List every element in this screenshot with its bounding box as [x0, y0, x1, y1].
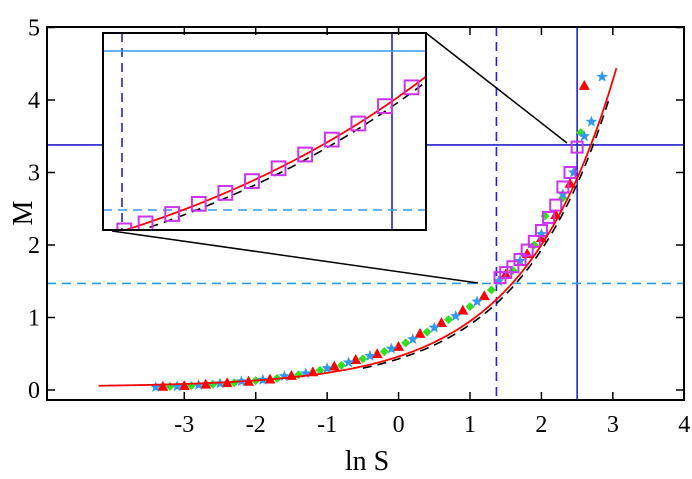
data-point-star-22 — [585, 115, 598, 127]
axes-frame — [46, 26, 685, 401]
inset-square-point-6 — [270, 160, 287, 177]
x-axis-ticks: -3 -2 -1 0 1 2 3 4 — [174, 27, 690, 438]
data-point-square-5 — [527, 234, 541, 248]
data-point-star-19 — [557, 188, 569, 200]
inset-square-point-3 — [190, 195, 207, 212]
data-point-star-8 — [321, 362, 333, 374]
x-tick-label-6: 3 — [607, 412, 619, 438]
data-point-diamond-15 — [486, 285, 496, 295]
y-axis-ticks: 0 1 2 3 4 5 — [28, 16, 684, 404]
data-point-star-16 — [492, 275, 505, 287]
data-point-triangle-20 — [564, 177, 576, 188]
data-point-star-13 — [428, 321, 440, 333]
dashed-curve — [362, 98, 611, 369]
data-point-diamond-14 — [465, 302, 475, 312]
y-tick-label-4: 4 — [28, 88, 40, 114]
data-point-square-7 — [542, 210, 556, 224]
inset-connector-bottom — [111, 230, 479, 284]
x-tick-label-3: 0 — [393, 412, 405, 438]
data-point-diamond-3 — [229, 378, 239, 388]
data-point-diamond-9 — [358, 354, 368, 364]
inset-background — [103, 33, 426, 230]
inset-connector-top — [425, 32, 568, 144]
x-tick-label-7: 4 — [678, 412, 690, 438]
data-point-square-6 — [534, 224, 548, 237]
data-point-diamond-13 — [444, 315, 454, 325]
inset-square-point-1 — [137, 215, 154, 230]
inset-panel — [102, 32, 427, 231]
x-tick-label-4: 1 — [464, 412, 476, 438]
data-point-star-15 — [471, 295, 483, 307]
data-point-diamond-8 — [336, 360, 346, 370]
x-tick-label-1: -2 — [246, 412, 266, 438]
data-point-triangle-13 — [435, 317, 447, 327]
x-tick-label-5: 2 — [535, 412, 547, 438]
data-point-star-21 — [578, 130, 590, 142]
data-point-diamond-12 — [422, 327, 432, 337]
y-tick-label-2: 2 — [28, 233, 40, 259]
inset-square-point-9 — [350, 115, 367, 132]
data-point-star-17 — [514, 254, 526, 266]
y-tick-label-0: 0 — [28, 378, 40, 404]
data-point-star-18 — [535, 228, 548, 239]
inset-square-point-4 — [217, 185, 234, 201]
inset-fit-curve — [122, 75, 426, 230]
data-point-star-11 — [385, 342, 398, 354]
fit-curve — [98, 67, 618, 387]
inset-dashed-curve — [139, 80, 426, 230]
inset-square-point-7 — [297, 146, 314, 163]
data-point-star-2 — [192, 378, 205, 390]
data-point-triangle-12 — [414, 327, 426, 338]
data-point-triangle-21 — [578, 80, 590, 90]
main-plot-content — [47, 27, 684, 400]
data-point-square-2 — [506, 260, 520, 274]
data-point-star-14 — [450, 310, 462, 321]
data-point-triangle-8 — [328, 360, 340, 371]
inset-square-point-0 — [116, 222, 133, 230]
data-point-diamond-10 — [379, 347, 389, 357]
data-point-star-7 — [300, 367, 312, 379]
y-tick-label-3: 3 — [28, 161, 40, 187]
data-point-square-9 — [556, 180, 570, 194]
data-point-triangle-11 — [393, 341, 405, 351]
data-point-square-10 — [563, 166, 577, 179]
data-point-star-23 — [596, 70, 608, 82]
inset-content — [103, 33, 426, 230]
inset-frame — [102, 32, 427, 231]
data-point-star-20 — [567, 166, 580, 178]
data-point-star-12 — [407, 333, 419, 345]
inset-square-point-5 — [244, 173, 260, 189]
y-axis-title: M — [8, 200, 39, 225]
data-point-star-1 — [171, 380, 183, 392]
data-point-triangle-14 — [457, 304, 469, 315]
data-point-square-8 — [549, 198, 563, 212]
y-tick-label-5: 5 — [28, 16, 40, 42]
data-point-square-11 — [570, 140, 584, 154]
inset-square-point-2 — [164, 206, 181, 222]
data-point-triangle-10 — [371, 348, 383, 359]
y-tick-label-1: 1 — [28, 306, 40, 332]
data-point-square-3 — [513, 253, 527, 266]
data-point-triangle-15 — [478, 290, 490, 301]
data-point-star-6 — [278, 370, 290, 382]
data-point-diamond-11 — [401, 338, 411, 348]
data-point-triangle-1 — [178, 380, 190, 391]
inset-square-point-10 — [377, 98, 393, 114]
data-point-triangle-0 — [157, 380, 169, 391]
x-tick-label-2: -1 — [317, 412, 337, 438]
data-point-star-0 — [150, 381, 162, 392]
data-point-square-4 — [520, 243, 534, 257]
inset-square-point-8 — [323, 131, 340, 148]
x-axis-title: ln S — [345, 446, 389, 477]
inset-square-point-11 — [403, 79, 420, 96]
data-point-star-9 — [342, 356, 355, 368]
x-tick-label-0: -3 — [174, 412, 194, 438]
data-point-star-10 — [364, 349, 376, 361]
